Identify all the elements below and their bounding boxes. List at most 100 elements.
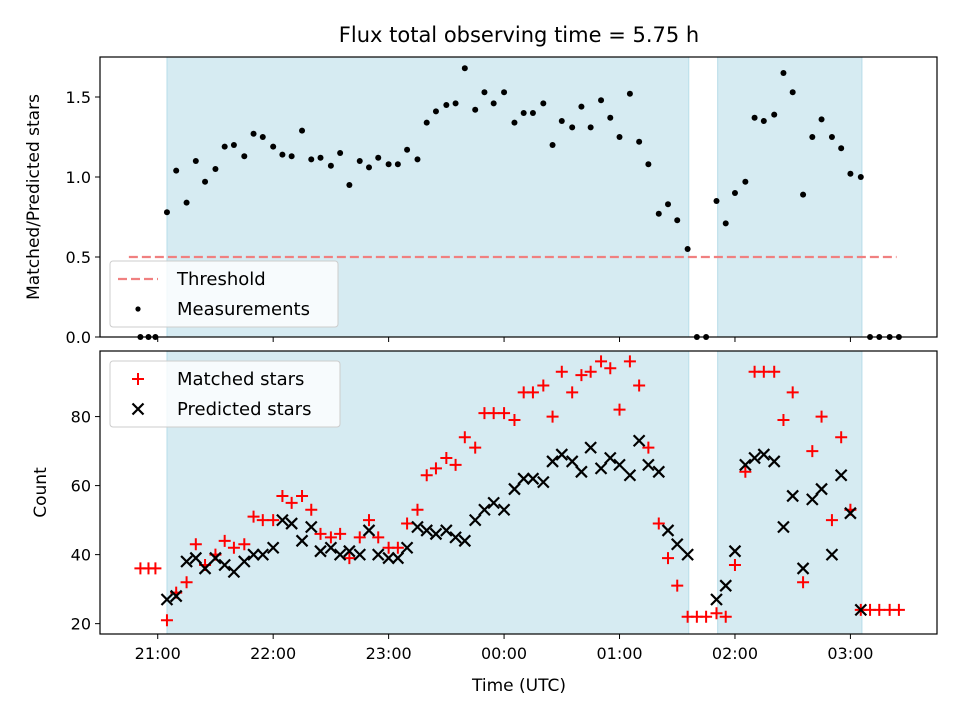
data-point <box>623 468 637 482</box>
data-point <box>160 614 173 627</box>
x-tick-label: 23:00 <box>366 644 412 663</box>
data-point <box>844 506 857 520</box>
data-point <box>584 441 597 454</box>
data-point <box>645 161 652 168</box>
data-point <box>458 534 472 548</box>
data-point <box>391 541 404 554</box>
data-point <box>334 527 347 540</box>
data-point <box>537 379 550 392</box>
data-point <box>385 161 392 168</box>
y-tick-label: 0.0 <box>66 328 91 347</box>
data-point <box>299 127 306 134</box>
data-point <box>818 116 825 123</box>
data-point <box>598 97 605 104</box>
data-point <box>238 538 251 551</box>
data-point <box>259 134 266 140</box>
data-point <box>731 190 738 196</box>
data-point <box>662 552 675 565</box>
series-predicted-stars <box>160 434 868 617</box>
data-point <box>565 455 579 468</box>
data-point <box>198 562 212 575</box>
y-tick-label: 0.5 <box>66 248 91 267</box>
data-point <box>700 610 713 623</box>
data-point <box>490 100 497 107</box>
legend-dot-swatch <box>135 306 141 312</box>
data-point <box>584 365 597 378</box>
data-point <box>469 441 482 454</box>
data-point <box>401 517 414 530</box>
bottom-panel: 20 40 60 80 21:00 22:00 23:00 00:00 01:00 02:00 03… <box>31 350 938 663</box>
data-point <box>796 562 810 575</box>
data-point <box>160 593 174 606</box>
data-point <box>420 524 433 537</box>
data-point <box>722 220 729 227</box>
data-point <box>739 458 752 472</box>
data-point <box>218 558 231 572</box>
x-axis-label: Time (UTC) <box>471 676 566 696</box>
data-point <box>815 410 828 423</box>
data-point <box>825 514 838 527</box>
data-point <box>825 548 839 561</box>
data-point <box>815 482 828 496</box>
data-point <box>558 118 565 124</box>
data-point <box>266 541 280 554</box>
data-point <box>472 106 479 113</box>
data-point <box>163 209 170 216</box>
y-tick-label: 1.5 <box>66 88 91 107</box>
data-point <box>362 514 375 527</box>
data-point <box>404 146 411 153</box>
data-point <box>828 134 835 140</box>
legend: Matched stars Predicted stars <box>109 360 341 428</box>
data-point <box>604 362 617 375</box>
data-point <box>202 178 209 185</box>
data-point <box>443 102 450 108</box>
data-point <box>757 448 771 461</box>
data-point <box>497 503 511 517</box>
data-point <box>632 434 646 448</box>
y-axis-label: Matched/Predicted stars <box>24 94 44 300</box>
data-point <box>362 524 376 537</box>
data-point <box>276 489 289 502</box>
data-point <box>751 114 758 121</box>
data-point <box>256 548 270 561</box>
data-point <box>212 166 219 172</box>
chart-title: Flux total observing time = 5.75 h <box>339 23 699 47</box>
data-point <box>854 603 868 617</box>
data-point <box>429 527 443 541</box>
legend: Threshold Measurements <box>109 260 339 328</box>
data-point <box>834 468 848 482</box>
data-point <box>382 551 395 565</box>
data-point <box>728 558 741 571</box>
data-point <box>285 496 298 509</box>
data-point <box>652 465 666 479</box>
data-point <box>411 520 424 534</box>
data-point <box>267 514 280 527</box>
data-point <box>797 576 810 589</box>
x-tick-label: 02:00 <box>712 644 758 663</box>
data-point <box>800 191 807 198</box>
data-point <box>739 465 752 478</box>
data-point <box>149 562 162 575</box>
data-point <box>710 593 723 606</box>
data-point <box>873 603 886 616</box>
data-point <box>420 469 433 482</box>
legend-label: Measurements <box>177 299 310 320</box>
data-point <box>674 217 681 224</box>
data-point <box>809 134 816 140</box>
legend-label: Threshold <box>176 269 266 290</box>
data-point <box>575 465 588 479</box>
data-point <box>169 589 183 603</box>
data-point <box>247 510 260 523</box>
data-point <box>218 534 231 547</box>
data-point <box>780 70 787 76</box>
data-point <box>250 130 257 137</box>
data-point <box>768 365 781 378</box>
data-point <box>575 369 588 382</box>
legend-box <box>109 360 341 428</box>
data-point <box>180 576 193 589</box>
data-point <box>684 246 691 252</box>
data-point <box>429 462 442 475</box>
data-point <box>371 548 385 561</box>
data-point <box>487 407 500 420</box>
data-point <box>742 178 749 185</box>
